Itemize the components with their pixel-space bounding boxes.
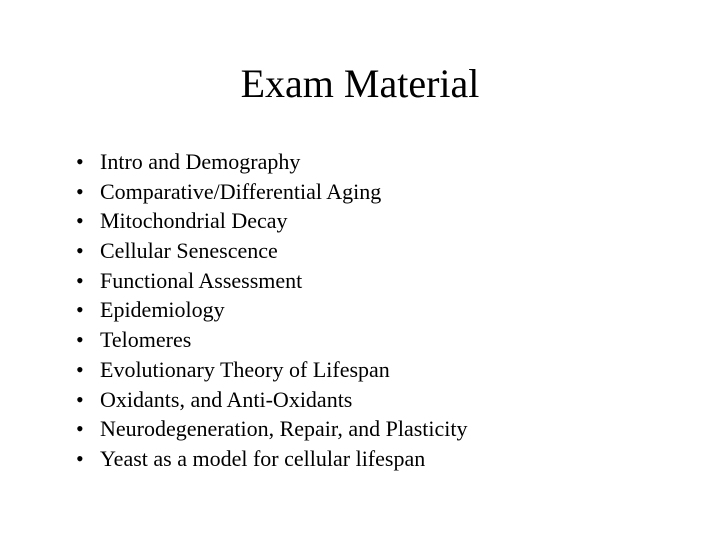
- list-item: • Evolutionary Theory of Lifespan: [70, 355, 660, 385]
- bullet-icon: •: [70, 355, 100, 385]
- list-item: • Mitochondrial Decay: [70, 206, 660, 236]
- bullet-text: Telomeres: [100, 325, 660, 355]
- list-item: • Cellular Senescence: [70, 236, 660, 266]
- bullet-text: Epidemiology: [100, 295, 660, 325]
- bullet-icon: •: [70, 177, 100, 207]
- bullet-icon: •: [70, 444, 100, 474]
- slide-title: Exam Material: [60, 60, 660, 107]
- list-item: • Telomeres: [70, 325, 660, 355]
- bullet-text: Mitochondrial Decay: [100, 206, 660, 236]
- list-item: • Epidemiology: [70, 295, 660, 325]
- bullet-icon: •: [70, 414, 100, 444]
- bullet-text: Oxidants, and Anti-Oxidants: [100, 385, 660, 415]
- list-item: • Comparative/Differential Aging: [70, 177, 660, 207]
- bullet-icon: •: [70, 266, 100, 296]
- bullet-text: Comparative/Differential Aging: [100, 177, 660, 207]
- bullet-text: Evolutionary Theory of Lifespan: [100, 355, 660, 385]
- bullet-text: Yeast as a model for cellular lifespan: [100, 444, 660, 474]
- list-item: • Oxidants, and Anti-Oxidants: [70, 385, 660, 415]
- slide-container: Exam Material • Intro and Demography • C…: [0, 0, 720, 540]
- list-item: • Intro and Demography: [70, 147, 660, 177]
- bullet-icon: •: [70, 325, 100, 355]
- bullet-icon: •: [70, 295, 100, 325]
- bullet-text: Cellular Senescence: [100, 236, 660, 266]
- list-item: • Functional Assessment: [70, 266, 660, 296]
- bullet-text: Neurodegeneration, Repair, and Plasticit…: [100, 414, 660, 444]
- bullet-icon: •: [70, 206, 100, 236]
- bullet-text: Functional Assessment: [100, 266, 660, 296]
- bullet-text: Intro and Demography: [100, 147, 660, 177]
- bullet-icon: •: [70, 385, 100, 415]
- list-item: • Neurodegeneration, Repair, and Plastic…: [70, 414, 660, 444]
- list-item: • Yeast as a model for cellular lifespan: [70, 444, 660, 474]
- bullet-icon: •: [70, 236, 100, 266]
- bullet-list: • Intro and Demography • Comparative/Dif…: [60, 147, 660, 474]
- bullet-icon: •: [70, 147, 100, 177]
